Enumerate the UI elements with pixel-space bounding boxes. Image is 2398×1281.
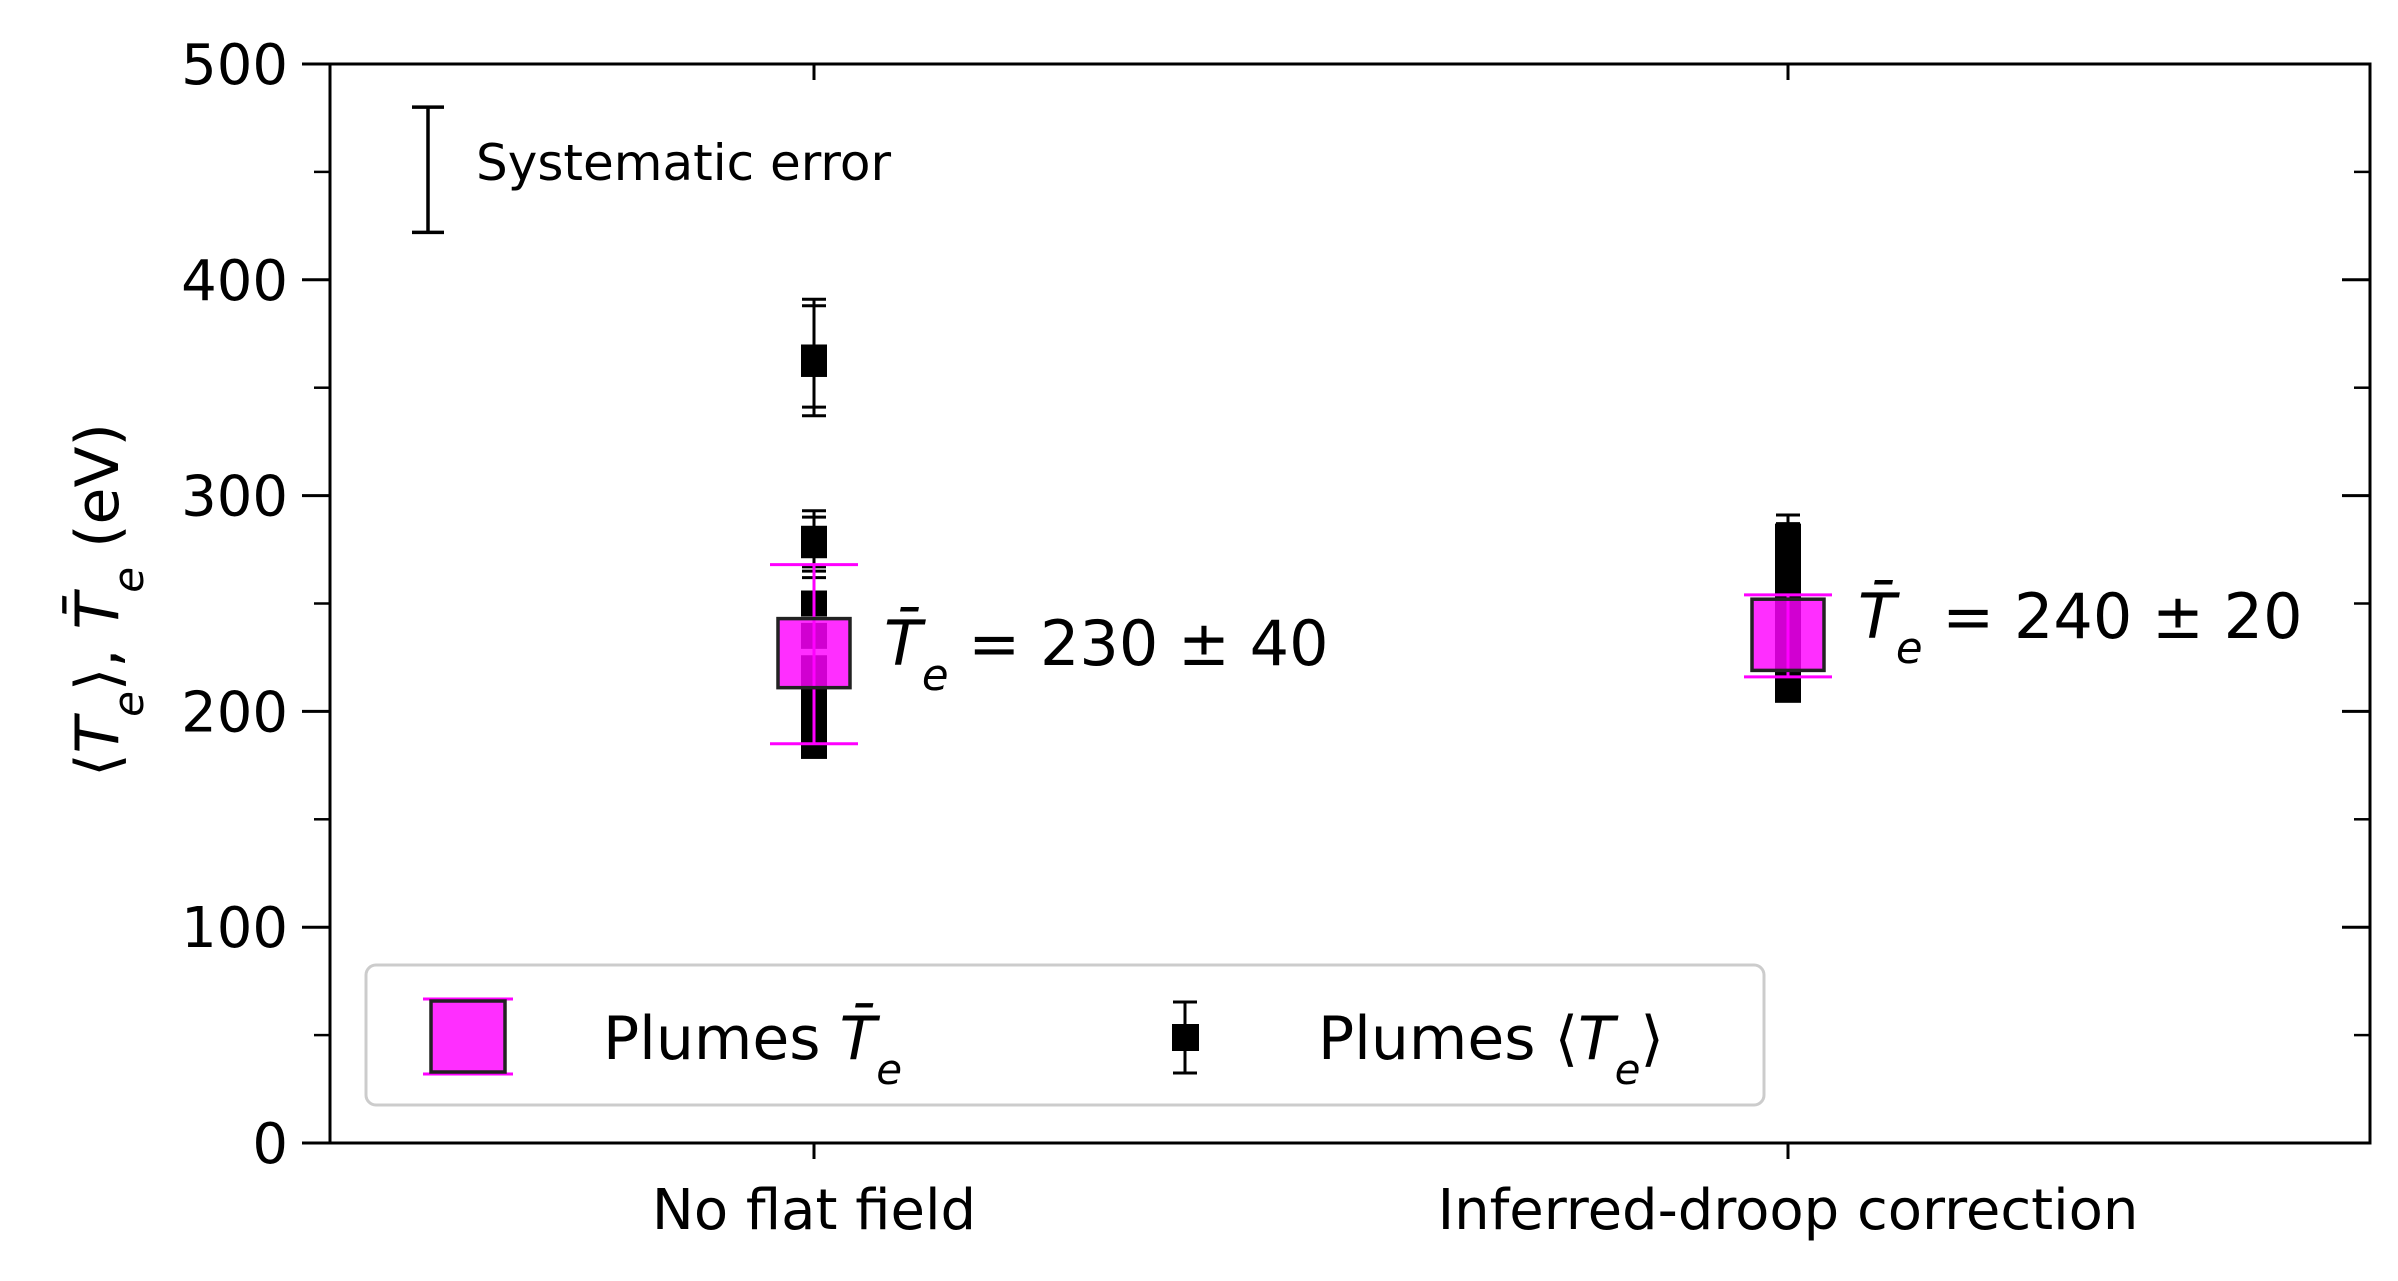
- data-point: [1775, 676, 1801, 703]
- systematic-error-bar: Systematic error: [412, 105, 891, 235]
- data-point: [801, 350, 827, 377]
- y-axis-label: ⟨Te⟩, T̄e (eV): [61, 423, 152, 777]
- legend: Plumes T̄e Plumes ⟨Te⟩: [364, 963, 1766, 1107]
- mean-te-point: [801, 515, 827, 580]
- mean-bar-te-point: [770, 563, 858, 746]
- te-bar-annotation: T̄e = 240 ± 20: [1858, 580, 2303, 674]
- plot-area: Systematic error: [412, 105, 1832, 759]
- annotations: T̄e = 230 ± 40 T̄e = 240 ± 20: [884, 580, 2303, 701]
- legend-label-mean-bar: Plumes T̄e: [603, 1002, 902, 1093]
- mean-bar-te-point: [1744, 593, 1832, 679]
- y-tick-label: 200: [181, 680, 288, 745]
- mean-te-point: [801, 304, 827, 409]
- x-axis: No flat field Inferred-droop correction: [652, 64, 2138, 1243]
- te-bar-annotation: T̄e = 230 ± 40: [884, 607, 1329, 701]
- y-axis-title: ⟨Te⟩, T̄e (eV): [61, 423, 152, 777]
- legend-box: [364, 963, 1766, 1107]
- y-tick-label: 0: [252, 1112, 288, 1177]
- x-tick-label: No flat field: [652, 1178, 976, 1243]
- y-tick-label: 300: [181, 465, 288, 530]
- data-point: [1750, 597, 1826, 673]
- y-tick-label: 400: [181, 249, 288, 314]
- x-tick-label: Inferred-droop correction: [1438, 1178, 2139, 1243]
- data-point: [776, 616, 852, 690]
- legend-swatch: [429, 999, 507, 1074]
- data-point: [801, 532, 827, 559]
- y-axis: 0 100 200 300 400 500: [181, 33, 2370, 1177]
- legend-swatch: [1172, 1024, 1199, 1051]
- y-tick-label: 100: [181, 896, 288, 961]
- legend-marker-mean: [1172, 1000, 1199, 1075]
- legend-marker-mean-bar: [423, 997, 513, 1076]
- legend-label-mean: Plumes ⟨Te⟩: [1318, 1004, 1664, 1094]
- systematic-error-label: Systematic error: [476, 134, 891, 192]
- y-tick-label: 500: [181, 33, 288, 98]
